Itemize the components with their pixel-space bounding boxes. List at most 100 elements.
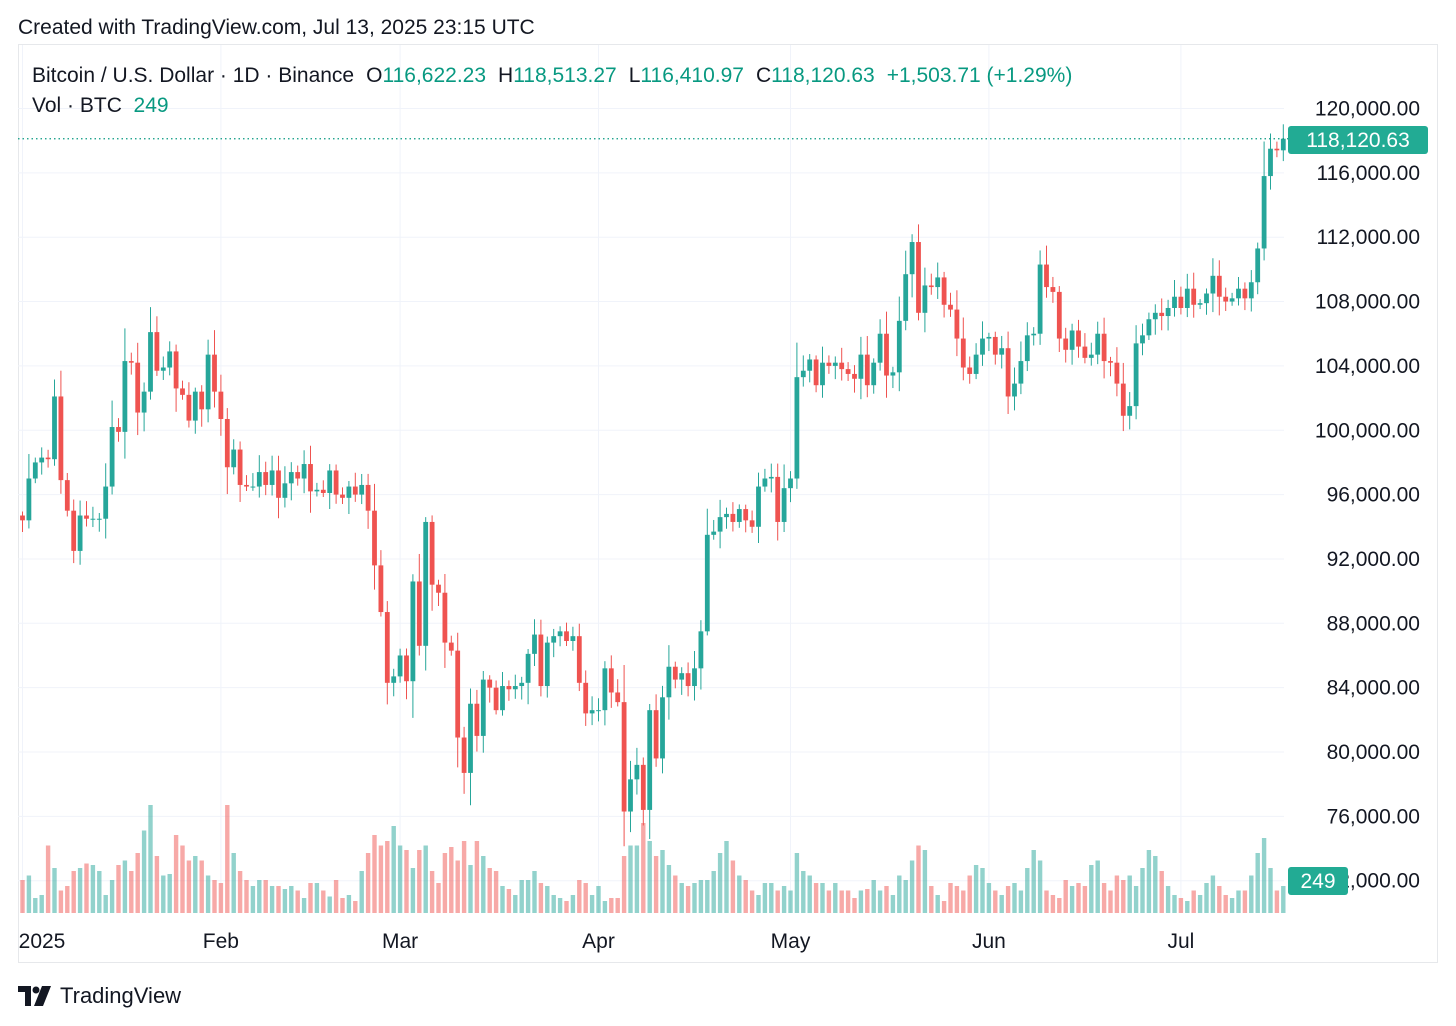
candle[interactable] (288, 462, 294, 501)
candle[interactable] (474, 689, 480, 752)
candle[interactable] (941, 271, 947, 318)
candle[interactable] (404, 648, 409, 700)
candle[interactable] (442, 574, 448, 668)
candle[interactable] (1159, 298, 1165, 331)
candle[interactable] (1178, 286, 1184, 315)
candle[interactable] (148, 307, 153, 400)
candle[interactable] (679, 667, 685, 695)
candle[interactable] (628, 760, 633, 833)
candle[interactable] (1101, 317, 1107, 379)
candle[interactable] (250, 473, 256, 491)
candle[interactable] (839, 347, 845, 381)
candle[interactable] (352, 472, 358, 502)
candle[interactable] (762, 468, 768, 492)
candle[interactable] (1005, 331, 1011, 414)
candle[interactable] (1184, 273, 1190, 318)
candle[interactable] (890, 366, 896, 389)
candle[interactable] (1229, 292, 1235, 306)
candle[interactable] (391, 668, 397, 697)
candle[interactable] (77, 500, 83, 565)
candle[interactable] (1242, 282, 1248, 311)
candle[interactable] (1082, 333, 1088, 364)
candle[interactable] (1108, 356, 1113, 377)
candle[interactable] (1069, 323, 1075, 365)
candle[interactable] (1088, 342, 1094, 366)
candle[interactable] (640, 757, 646, 826)
candle[interactable] (1223, 287, 1229, 311)
candle[interactable] (858, 336, 864, 400)
candle[interactable] (256, 455, 262, 498)
candle[interactable] (1076, 319, 1081, 358)
candle[interactable] (692, 650, 697, 701)
candle[interactable] (903, 250, 909, 331)
candle[interactable] (448, 635, 454, 656)
candle[interactable] (167, 341, 173, 376)
candle[interactable] (224, 408, 230, 495)
candle[interactable] (301, 450, 307, 494)
candle[interactable] (154, 316, 160, 376)
candle[interactable] (845, 362, 851, 381)
candle[interactable] (1056, 286, 1062, 352)
candle[interactable] (468, 688, 473, 806)
candle[interactable] (52, 379, 57, 466)
candle[interactable] (32, 457, 38, 484)
candle[interactable] (512, 674, 518, 699)
candle[interactable] (896, 296, 902, 392)
candle[interactable] (711, 519, 717, 540)
candle[interactable] (871, 358, 877, 394)
candle[interactable] (39, 447, 45, 475)
candle[interactable] (365, 473, 371, 529)
candle[interactable] (205, 339, 211, 423)
candle[interactable] (1133, 325, 1139, 420)
candle[interactable] (1012, 367, 1017, 411)
candle[interactable] (480, 670, 486, 753)
candle[interactable] (26, 454, 32, 529)
candle[interactable] (436, 579, 441, 607)
candle[interactable] (928, 273, 934, 295)
candle[interactable] (1165, 299, 1171, 331)
candle[interactable] (308, 445, 313, 513)
candle[interactable] (1050, 276, 1056, 303)
candle[interactable] (672, 661, 678, 689)
candle[interactable] (500, 671, 505, 716)
candle[interactable] (64, 472, 70, 517)
candle[interactable] (986, 332, 992, 352)
candle[interactable] (1274, 141, 1280, 158)
candle[interactable] (570, 626, 576, 651)
candle[interactable] (237, 441, 243, 502)
candle[interactable] (1197, 299, 1203, 310)
candle[interactable] (1280, 124, 1286, 162)
candle[interactable] (160, 356, 166, 380)
candle[interactable] (1037, 250, 1043, 345)
candle[interactable] (1018, 341, 1024, 395)
candle[interactable] (269, 455, 275, 496)
candle[interactable] (186, 382, 192, 428)
candle[interactable] (231, 439, 237, 475)
candle[interactable] (173, 344, 179, 412)
candle[interactable] (218, 374, 224, 436)
candle[interactable] (768, 463, 774, 493)
candle[interactable] (1114, 347, 1120, 397)
candle[interactable] (602, 661, 608, 726)
candle[interactable] (788, 471, 793, 503)
candle[interactable] (960, 317, 966, 381)
candle[interactable] (922, 267, 928, 333)
candle[interactable] (813, 355, 819, 393)
candle[interactable] (455, 632, 461, 768)
candle[interactable] (967, 356, 973, 384)
candle[interactable] (1268, 133, 1273, 190)
candle[interactable] (954, 290, 960, 357)
candle[interactable] (20, 511, 25, 533)
candle[interactable] (461, 726, 467, 794)
candle[interactable] (800, 355, 806, 387)
candle[interactable] (84, 501, 89, 527)
candle[interactable] (244, 475, 249, 492)
candle[interactable] (980, 321, 985, 366)
candle[interactable] (263, 461, 269, 496)
candle[interactable] (180, 380, 185, 400)
candle[interactable] (1248, 270, 1254, 312)
candle[interactable] (948, 292, 953, 317)
candle[interactable] (730, 502, 736, 532)
candle[interactable] (397, 648, 403, 683)
candle[interactable] (576, 623, 582, 692)
